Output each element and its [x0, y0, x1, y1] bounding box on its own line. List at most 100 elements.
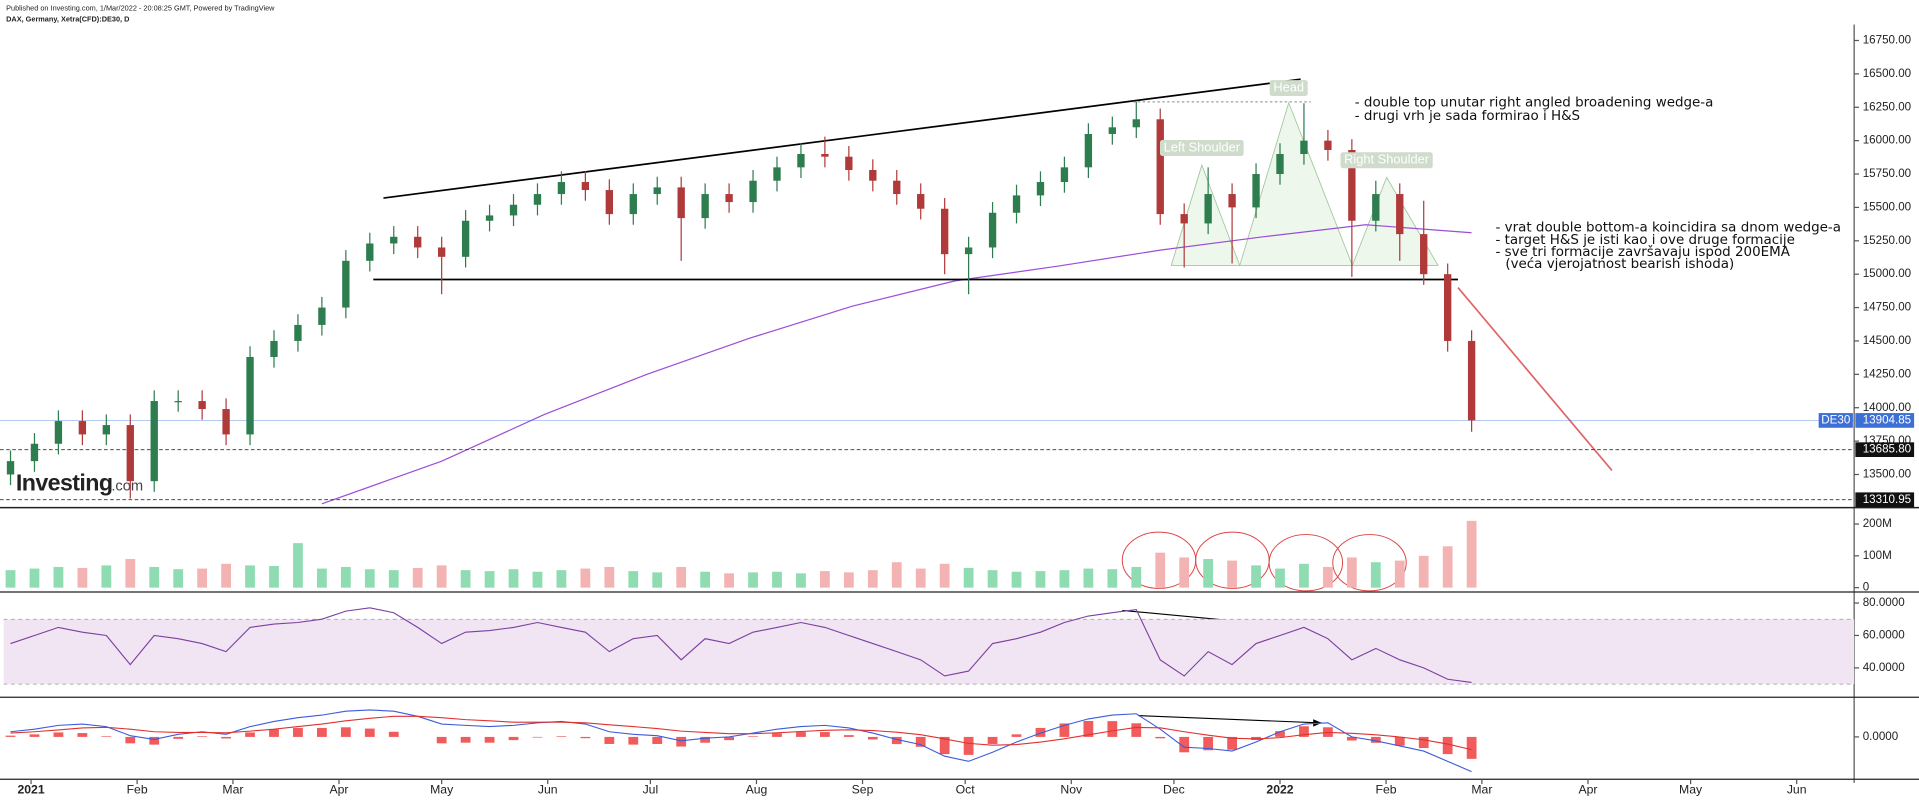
volume-bar	[1299, 563, 1309, 588]
macd-histogram-bar	[963, 736, 974, 755]
rsi-line	[10, 607, 1472, 683]
macd-histogram-bar	[915, 736, 926, 747]
volume-bar	[772, 571, 782, 588]
annotation-text: - target H&S je isti kao i ove druge for…	[1496, 233, 1795, 248]
volume-bar	[1370, 562, 1381, 588]
pattern-label-bg	[1340, 152, 1433, 169]
macd-histogram-bar	[1466, 736, 1477, 759]
y-tick-label: 13500.00	[1863, 468, 1911, 481]
last-price-label: 13904.85	[1863, 413, 1911, 426]
macd-histogram-bar	[1179, 736, 1190, 753]
candle-body	[318, 307, 326, 325]
last-price-tag	[1855, 413, 1915, 428]
volume-bar	[604, 566, 615, 588]
volume-bar	[508, 569, 519, 588]
candle-body	[150, 401, 158, 482]
x-tick-label: Oct	[956, 782, 976, 796]
annotation-text: - sve tri formacije završavaju ispod 200…	[1496, 244, 1791, 260]
volume-bar	[963, 567, 974, 588]
candle-body	[869, 170, 877, 181]
macd-histogram-bar	[245, 732, 255, 737]
volume-bar	[269, 566, 279, 588]
y-tick-label: 15750.00	[1863, 167, 1911, 180]
volume-bar	[484, 571, 495, 588]
volume-bar	[221, 563, 231, 588]
macd-histogram-bar	[340, 727, 351, 737]
candle-body	[581, 182, 590, 191]
candle-body	[1228, 194, 1236, 208]
macd-histogram-bar	[1370, 736, 1381, 743]
volume-bar	[580, 568, 591, 588]
candle-body	[414, 236, 422, 248]
candle-body	[54, 421, 63, 444]
candle-body	[342, 260, 350, 308]
macd-histogram-bar	[388, 731, 399, 737]
volume-bar	[939, 563, 950, 588]
volume-bar	[556, 570, 567, 588]
macd-histogram-bar	[317, 727, 327, 737]
macd-histogram-bar	[676, 736, 687, 747]
y-tick-label: 16000.00	[1863, 134, 1911, 147]
macd-histogram-bar	[1299, 726, 1309, 737]
x-tick-label: Aug	[746, 782, 768, 796]
candle-body	[6, 461, 15, 475]
candle-body	[1348, 149, 1356, 221]
macd-histogram-bar	[820, 732, 830, 737]
volume-bar	[1394, 560, 1405, 588]
volume-bar	[652, 572, 663, 588]
candle-body	[461, 220, 470, 257]
x-tick-label: Jul	[643, 782, 659, 796]
y-tick-label: 200M	[1863, 517, 1892, 530]
macd-histogram-bar	[197, 736, 208, 737]
candle-body	[629, 194, 637, 215]
volume-bar	[700, 571, 711, 588]
macd-histogram-bar	[700, 736, 711, 743]
candle-body	[509, 204, 518, 216]
macd-histogram-bar	[724, 736, 734, 741]
candle-body	[1276, 153, 1284, 175]
y-tick-label: 15000.00	[1863, 267, 1911, 280]
macd-histogram-bar	[939, 736, 950, 755]
candle-body	[845, 156, 853, 171]
candle-body	[1467, 340, 1476, 421]
y-tick-label: 0.0000	[1863, 730, 1899, 743]
y-tick-label: 60.0000	[1863, 629, 1905, 642]
volume-bar	[1251, 565, 1261, 588]
volume-bar	[317, 568, 327, 588]
y-tick-label: 40.0000	[1863, 661, 1905, 674]
y-tick-label: 14500.00	[1863, 334, 1911, 347]
candle-body	[1180, 214, 1188, 224]
volume-bar	[532, 571, 543, 588]
volume-bar	[5, 570, 16, 588]
volume-bar	[293, 543, 303, 588]
macd-histogram-bar	[364, 728, 375, 737]
candle-body	[1324, 140, 1332, 150]
macd-histogram-bar	[1059, 723, 1070, 737]
volume-circle	[1332, 534, 1407, 592]
x-tick-label: Apr	[1578, 782, 1597, 796]
candle-body	[653, 187, 661, 195]
candle-body	[222, 409, 230, 435]
candle-body	[988, 212, 997, 248]
candle-body	[964, 247, 973, 255]
candle-body	[797, 153, 805, 168]
volume-bar	[915, 568, 926, 588]
x-tick-label: May	[1679, 782, 1703, 796]
y-tick-label: 16500.00	[1863, 67, 1911, 80]
candle-body	[773, 167, 781, 181]
candle-body	[1420, 234, 1428, 275]
candle-body	[1060, 167, 1069, 183]
candle-body	[1300, 140, 1308, 154]
candle-body	[485, 215, 494, 221]
macd-histogram-bar	[1011, 734, 1022, 737]
candle-body	[557, 182, 566, 195]
candle-body	[1396, 194, 1404, 235]
candle-body	[270, 340, 278, 357]
macd-histogram-bar	[460, 736, 471, 743]
candle-body	[725, 194, 733, 203]
macd-histogram-bar	[1131, 723, 1142, 737]
y-tick-label: 14000.00	[1863, 401, 1911, 414]
pattern-label-bg	[1159, 140, 1244, 156]
logo-brand: Investing	[16, 470, 113, 496]
